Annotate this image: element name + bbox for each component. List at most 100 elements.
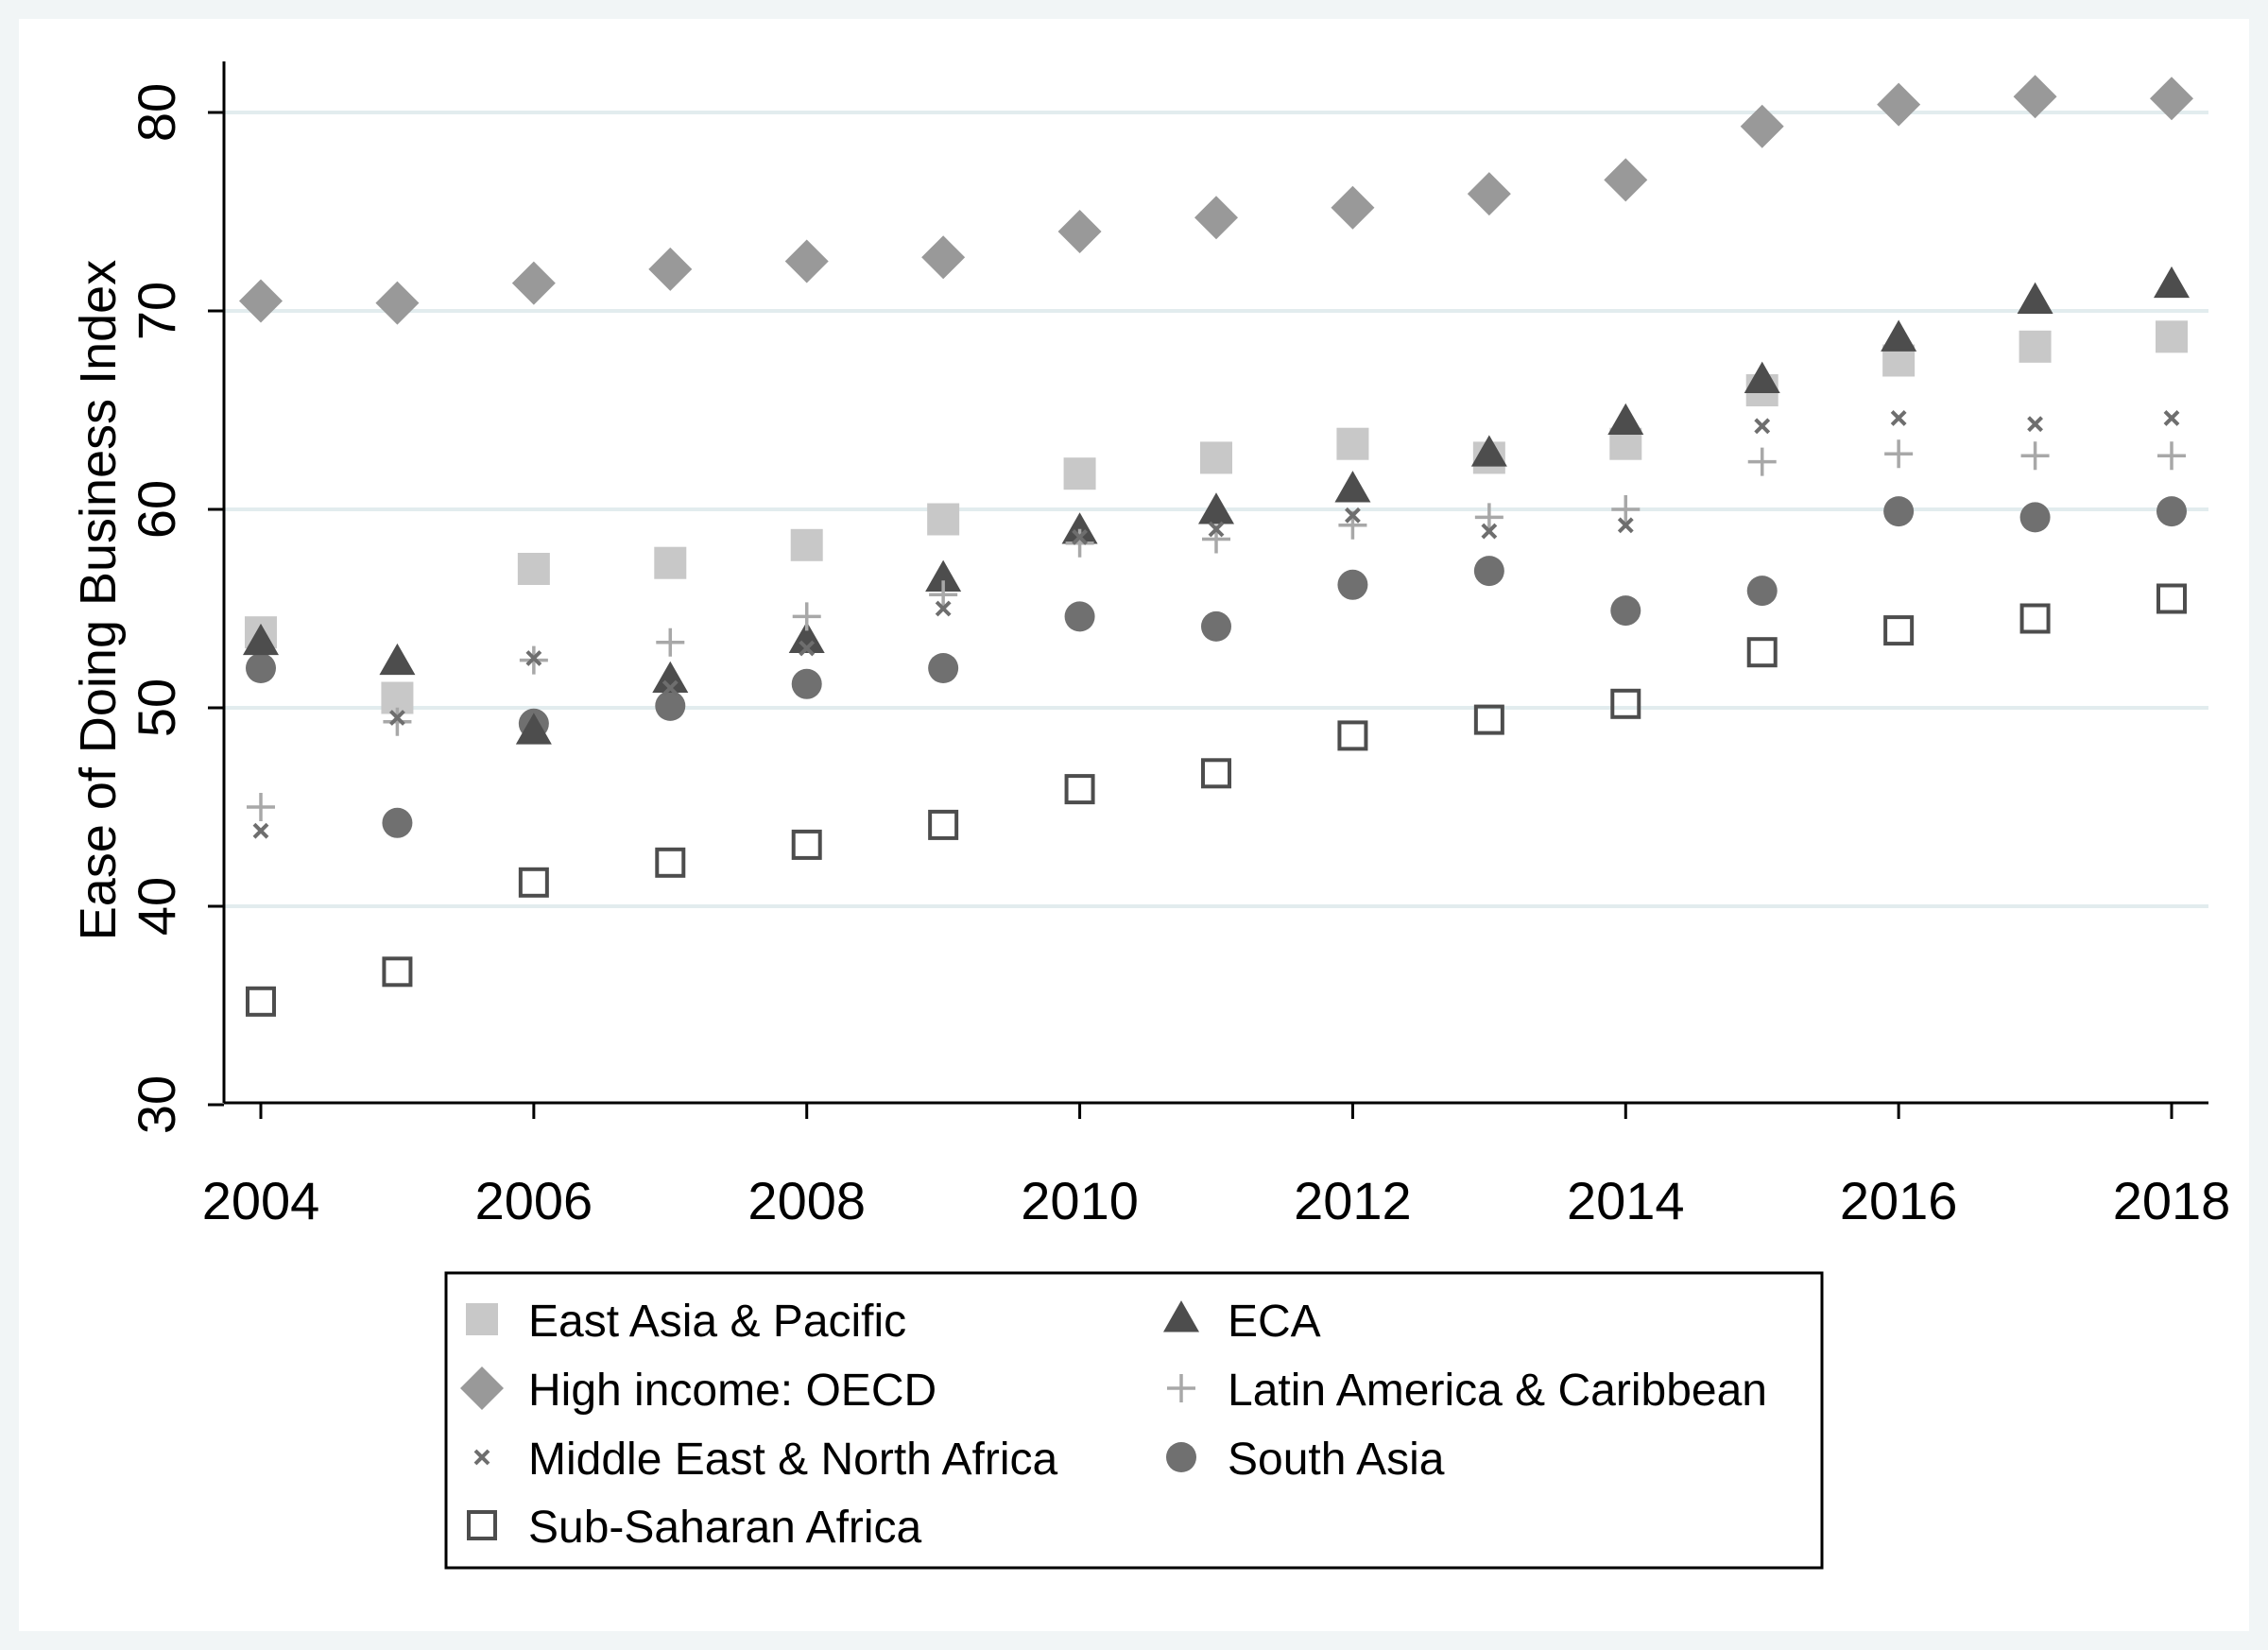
point-series-6-2011 (1201, 758, 1231, 789)
point-series-4-2014 (1617, 517, 1634, 534)
point-series-4-2009 (935, 600, 952, 617)
point-series-2-2006 (511, 261, 556, 305)
point-series-5-2018 (2156, 496, 2187, 527)
legend-label-3: Latin America & Caribbean (1228, 1366, 1767, 1416)
point-series-1-2011 (1198, 492, 1234, 524)
point-series-2-2014 (1604, 158, 1648, 202)
point-series-6-2016 (1883, 615, 1915, 646)
y-tick-label-60: 60 (127, 480, 186, 539)
point-series-0-2008 (790, 528, 823, 561)
legend-marker-6 (467, 1510, 497, 1540)
legend-label-1: ECA (1228, 1297, 1321, 1347)
point-series-1-2012 (1334, 471, 1371, 503)
series-1 (243, 266, 2190, 745)
point-series-2-2009 (921, 235, 966, 280)
x-tick-label-2016: 2016 (1840, 1171, 1958, 1230)
legend-marker-4 (473, 1449, 490, 1466)
legend-marker-0 (466, 1303, 498, 1335)
legend-marker-5 (1166, 1442, 1196, 1472)
point-series-3-2007 (656, 627, 685, 657)
legend-marker-3 (1167, 1374, 1195, 1402)
point-series-4-2012 (1345, 507, 1361, 524)
point-series-0-2012 (1336, 427, 1369, 460)
point-series-5-2011 (1201, 610, 1231, 642)
point-series-6-2018 (2156, 583, 2187, 614)
x-tick-label-2004: 2004 (202, 1171, 320, 1230)
point-series-3-2015 (1747, 447, 1777, 476)
legend-item-3: Latin America & Caribbean (1167, 1366, 1767, 1416)
point-series-0-2010 (1063, 457, 1096, 490)
point-series-5-2015 (1746, 576, 1778, 607)
point-series-2-2015 (1740, 104, 1784, 148)
point-series-1-2018 (2154, 266, 2190, 299)
x-tick-label-2018: 2018 (2113, 1171, 2231, 1230)
point-series-5-2017 (2019, 502, 2051, 533)
y-tick-label-70: 70 (127, 282, 186, 340)
point-series-3-2017 (2020, 441, 2050, 471)
point-series-2-2018 (2150, 77, 2193, 121)
point-series-6-2006 (518, 867, 549, 898)
point-series-2-2010 (1057, 210, 1102, 253)
x-tick-label-2006: 2006 (475, 1171, 593, 1230)
point-series-5-2007 (655, 690, 686, 721)
series-4 (252, 409, 2180, 839)
legend-item-5: South Asia (1166, 1435, 1445, 1485)
point-series-5-2013 (1473, 556, 1504, 587)
legend-item-4: Middle East & North Africa (473, 1435, 1058, 1485)
point-series-6-2004 (246, 986, 276, 1017)
point-series-2-2016 (1877, 82, 1921, 127)
point-series-4-2006 (525, 650, 542, 666)
point-series-4-2011 (1208, 521, 1225, 538)
series-5 (246, 496, 2187, 838)
x-tick-label-2012: 2012 (1294, 1171, 1412, 1230)
point-series-3-2009 (929, 580, 958, 610)
point-series-0-2007 (654, 546, 687, 579)
x-tick-label-2008: 2008 (747, 1171, 866, 1230)
point-series-6-2017 (2019, 603, 2051, 634)
point-series-5-2012 (1337, 569, 1368, 600)
point-series-3-2005 (383, 707, 412, 736)
point-series-6-2009 (928, 809, 959, 840)
point-series-0-2017 (2019, 330, 2052, 363)
point-series-3-2008 (792, 602, 821, 631)
point-series-2-2011 (1194, 196, 1238, 240)
point-series-1-2010 (1061, 512, 1098, 544)
point-series-6-2005 (382, 956, 413, 988)
legend-label-0: East Asia & Pacific (528, 1297, 906, 1347)
point-series-1-2006 (515, 713, 552, 745)
point-series-4-2017 (2027, 416, 2043, 433)
point-series-3-2018 (2157, 441, 2186, 471)
point-series-5-2009 (928, 653, 959, 683)
point-series-6-2013 (1473, 704, 1504, 735)
point-series-5-2010 (1064, 601, 1095, 632)
point-series-0-2006 (517, 553, 550, 585)
point-series-2-2007 (648, 247, 693, 291)
point-series-5-2008 (791, 668, 822, 699)
point-series-2-2004 (239, 279, 283, 323)
point-series-1-2005 (379, 643, 416, 676)
point-series-4-2010 (1072, 528, 1088, 545)
point-series-1-2015 (1744, 361, 1780, 393)
point-series-2-2013 (1467, 172, 1511, 216)
point-series-2-2012 (1331, 185, 1375, 230)
point-series-5-2005 (382, 807, 413, 838)
point-series-4-2015 (1754, 418, 1771, 435)
point-series-6-2010 (1064, 774, 1095, 805)
point-series-3-2010 (1065, 528, 1094, 558)
y-tick-label-40: 40 (127, 877, 186, 936)
point-series-2-2005 (375, 281, 420, 325)
point-series-4-2013 (1481, 523, 1498, 540)
point-series-1-2014 (1607, 403, 1644, 436)
point-series-5-2016 (1883, 496, 1915, 527)
point-series-5-2014 (1610, 595, 1641, 627)
y-tick-label-30: 30 (127, 1075, 186, 1134)
legend-item-0: East Asia & Pacific (466, 1297, 906, 1347)
legend-label-2: High income: OECD (528, 1366, 936, 1416)
point-series-1-2007 (652, 661, 689, 694)
point-series-6-2015 (1746, 637, 1778, 668)
x-tick-label-2014: 2014 (1567, 1171, 1685, 1230)
series-2 (239, 75, 2193, 325)
data-points (239, 75, 2193, 1017)
point-series-4-2016 (1890, 409, 1907, 426)
